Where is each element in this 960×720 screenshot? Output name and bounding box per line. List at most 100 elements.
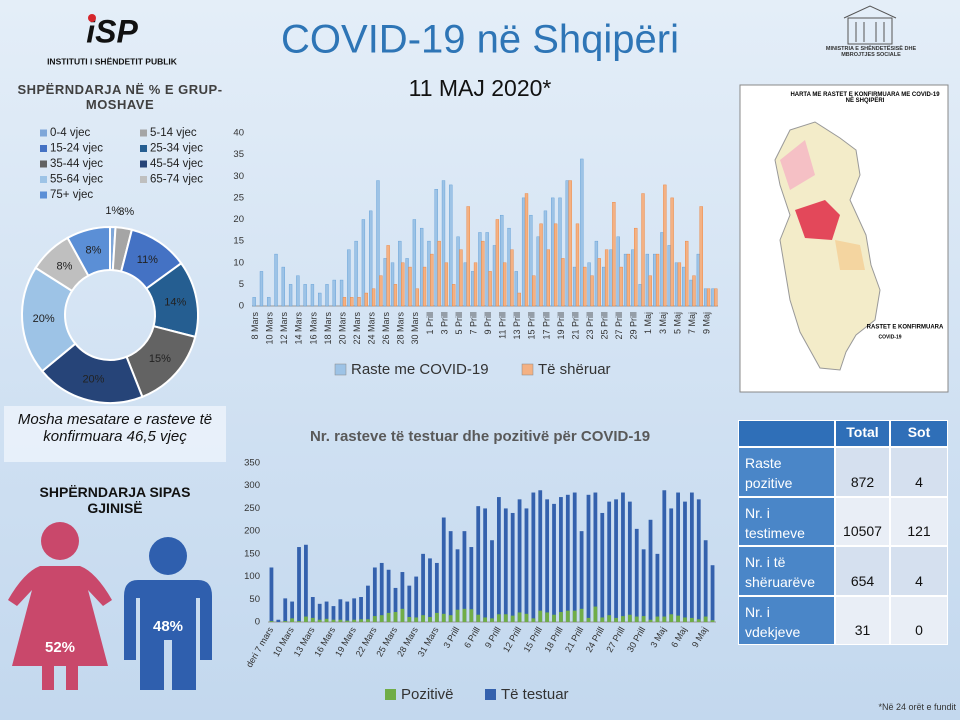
legend-label: 25-34 vjec <box>150 143 203 155</box>
bar <box>483 508 488 622</box>
legend-swatch <box>140 160 147 168</box>
bar <box>455 609 460 622</box>
bar <box>339 279 344 307</box>
bar <box>669 614 674 622</box>
x-tick-label: 15 Prill <box>522 625 544 654</box>
legend-swatch <box>40 176 47 183</box>
bar <box>641 616 646 622</box>
map-region <box>835 240 865 270</box>
donut-label: 15% <box>149 353 171 365</box>
table-cell: Nr. i testimeve <box>738 496 835 546</box>
donut-label: 14% <box>164 296 186 308</box>
bar <box>586 617 591 622</box>
bar <box>470 271 475 307</box>
table-cell: 4 <box>890 546 948 596</box>
ministry: MINISTRIA E SHËNDETËSISË DHE MBROJTJES S… <box>825 46 917 58</box>
bar <box>677 262 682 307</box>
y-tick-label: 5 <box>239 279 244 290</box>
bar <box>434 189 438 307</box>
bar <box>600 617 605 622</box>
bar <box>361 219 366 307</box>
x-tick-label: 3 Maj <box>658 312 668 334</box>
bar <box>310 284 315 307</box>
bar <box>586 494 591 622</box>
bar <box>553 223 558 307</box>
bar <box>352 619 357 622</box>
bar <box>543 210 548 307</box>
bar <box>469 609 474 622</box>
map-region <box>780 140 815 190</box>
x-tick-label: 28 Mars <box>396 312 406 345</box>
bar <box>503 614 508 622</box>
bar <box>616 236 620 307</box>
bar <box>559 497 563 622</box>
y-tick-label: 350 <box>244 458 260 469</box>
x-tick-label: 15 Prill <box>527 312 537 340</box>
table-cell: Sot <box>890 420 948 447</box>
y-tick-label: 50 <box>249 594 260 605</box>
x-tick-label: 14 Mars <box>294 312 304 345</box>
bar <box>288 284 293 307</box>
bar <box>476 506 481 622</box>
organization: INSTITUTI I SHËNDETIT PUBLIK <box>47 56 178 66</box>
bar <box>682 266 686 307</box>
x-tick-label: 12 Mars <box>279 312 289 345</box>
bar <box>490 618 494 622</box>
x-tick-label: 21 Prill <box>563 625 585 654</box>
x-tick-label: 19 Prill <box>556 312 566 340</box>
bar <box>655 253 660 307</box>
bar <box>369 210 373 307</box>
bar <box>483 617 488 622</box>
bar <box>676 492 680 622</box>
donut-label: 1% <box>105 205 121 217</box>
legend-swatch <box>334 363 347 376</box>
map-shape <box>774 121 881 371</box>
bar <box>317 603 322 622</box>
bar <box>359 597 363 622</box>
y-tick-label: 250 <box>244 503 260 514</box>
bar <box>536 236 540 307</box>
legend-label: 75+ vjec <box>50 189 93 201</box>
legend-label: Të testuar <box>501 686 569 703</box>
y-tick-label: 0 <box>239 301 244 312</box>
bar <box>531 618 536 622</box>
bar <box>561 258 565 307</box>
bar <box>452 284 456 307</box>
bar <box>338 619 343 622</box>
bar <box>441 517 446 622</box>
bar <box>699 206 703 307</box>
bar <box>703 288 708 307</box>
bar <box>448 615 453 622</box>
table-cell: 4 <box>890 447 948 497</box>
bar <box>469 547 474 622</box>
bar <box>434 562 439 622</box>
x-tick-label: 13 Prill <box>512 312 522 340</box>
x-tick-label: 17 Prill <box>541 312 551 340</box>
bar <box>252 297 256 307</box>
bar <box>602 266 606 307</box>
bar <box>572 610 577 622</box>
bar <box>619 266 623 307</box>
bar <box>400 572 405 622</box>
female-figure <box>8 522 112 690</box>
donut-slice <box>66 225 111 277</box>
bar <box>419 227 424 307</box>
legend-swatch <box>385 689 396 700</box>
legend-label: 45-54 vjec <box>150 158 203 170</box>
legend-swatch <box>521 363 534 376</box>
bar <box>546 249 551 307</box>
x-tick-label: 6 Prill <box>462 625 482 649</box>
bar <box>297 621 301 622</box>
bar <box>583 266 587 307</box>
bar <box>507 227 511 307</box>
table-cell: 10507 <box>835 496 890 546</box>
bar <box>379 275 383 307</box>
bar <box>696 253 700 307</box>
bar <box>310 617 315 622</box>
x-tick-label: 7 Maj <box>687 312 697 334</box>
y-tick-label: 25 <box>233 192 244 203</box>
bar <box>427 240 431 307</box>
bar <box>466 206 470 307</box>
x-tick-label: 10 Mars <box>265 312 275 345</box>
bar <box>545 612 550 622</box>
